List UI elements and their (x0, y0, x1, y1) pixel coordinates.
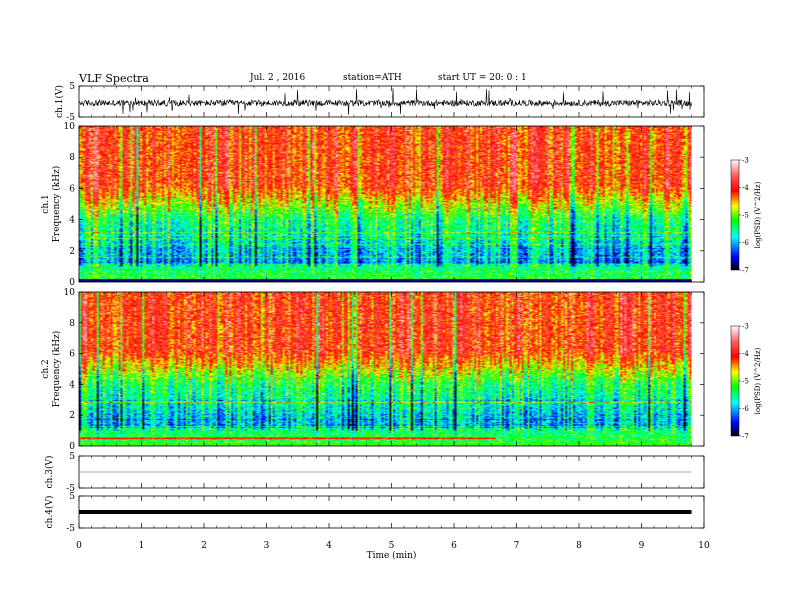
ch2-spec-ytick: 2 (69, 411, 75, 421)
chart-title: VLF Spectra (79, 72, 149, 85)
x-axis-label: Time (min) (367, 550, 417, 561)
x-tick-label: 1 (139, 541, 145, 551)
colorbar-2 (730, 325, 740, 437)
colorbar-1 (730, 159, 740, 271)
spectrogram-1 (79, 126, 692, 282)
x-tick-label: 0 (76, 541, 82, 551)
panels-layer (78, 85, 741, 529)
x-tick-label: 10 (698, 541, 710, 551)
ch3-ylabel: ch.3(V) (44, 456, 55, 489)
station-label: station=ATH (343, 73, 402, 83)
colorbar-1-tick: -6 (742, 239, 749, 247)
ch2-spec-ytick: 8 (69, 319, 75, 329)
ch1-spec-ylabel: Frequency (kHz) (51, 166, 62, 243)
ch1-spec-channel: ch.1 (41, 194, 51, 213)
spectrogram-2 (79, 292, 692, 446)
ch1-spec-ytick: 0 (69, 278, 75, 288)
x-tick-label: 5 (389, 541, 395, 551)
ch2-spec-ytick: 6 (69, 350, 75, 360)
ch1-ytick: -5 (66, 113, 75, 123)
ch4-ytick: 5 (69, 492, 75, 502)
colorbar-1-tick: -7 (742, 267, 749, 275)
colorbar-2-label: log(PSD) (V^2/Hz) (754, 347, 762, 414)
ch3-ytick: 5 (69, 452, 75, 462)
ch4-ytick: -5 (66, 524, 75, 534)
ch1-spec-ytick: 6 (69, 184, 75, 194)
colorbar-1-tick: -4 (742, 184, 749, 192)
ch1-ylabel: ch.1(V) (54, 85, 65, 118)
date-label: Jul. 2 , 2016 (250, 73, 306, 83)
x-tick-label: 3 (264, 541, 270, 551)
colorbar-2-tick: -5 (742, 378, 749, 386)
x-tick-label: 6 (451, 541, 457, 551)
ch2-spec-channel: ch.2 (41, 359, 51, 378)
colorbar-2-tick: -4 (742, 350, 749, 358)
colorbar-2-tick: -3 (742, 323, 749, 331)
colorbar-2-tick: -7 (742, 433, 749, 441)
colorbar-1-tick: -3 (742, 157, 749, 165)
x-tick-label: 4 (326, 541, 332, 551)
ch2-spec-ytick: 4 (69, 380, 75, 390)
ch4-ylabel: ch.4(V) (44, 496, 55, 529)
ch1-trace (78, 88, 692, 115)
ch2-spec-ylabel: Frequency (kHz) (51, 331, 62, 408)
colorbar-1-label: log(PSD) (V^2/Hz) (754, 181, 762, 248)
x-tick-label: 9 (639, 541, 645, 551)
ch1-spec-ytick: 4 (69, 216, 75, 226)
x-tick-label: 7 (514, 541, 520, 551)
x-tick-label: 2 (201, 541, 207, 551)
ch1-spec-ytick: 2 (69, 247, 75, 257)
ch1-spec-ytick: 10 (64, 122, 76, 132)
colorbar-1-tick: -5 (742, 212, 749, 220)
x-tick-label: 8 (576, 541, 582, 551)
ch1-spec-ytick: 8 (69, 153, 75, 163)
ch1-ytick: 5 (69, 82, 75, 92)
ch3-ytick: -5 (66, 484, 75, 494)
colorbar-2-tick: -6 (742, 405, 749, 413)
start-time-label: start UT = 20: 0 : 1 (438, 73, 527, 83)
ch2-spec-ytick: 0 (69, 442, 75, 452)
ch2-spec-ytick: 10 (64, 288, 76, 298)
